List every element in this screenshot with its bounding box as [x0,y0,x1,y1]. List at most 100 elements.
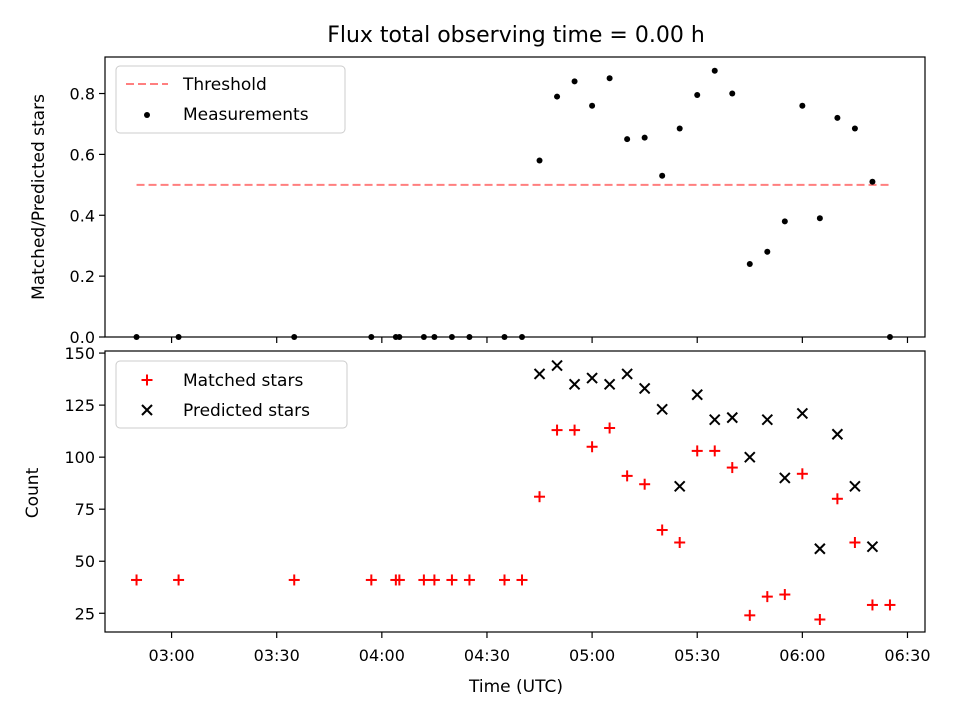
legend-measurements-swatch [144,112,150,118]
measurement-point [869,178,876,185]
measurement-point [536,157,543,164]
measurement-point [746,260,753,267]
cross-b [568,378,581,391]
matched-star-point [131,574,143,586]
bottom-x-tick-label: 04:00 [359,646,405,665]
top-y-tick-label: 0.6 [70,145,95,164]
predicted-star-point [761,413,774,426]
predicted-star-point [586,372,598,384]
matched-star-point [393,574,405,586]
legend-predicted-swatch [141,404,153,416]
cross-b [866,540,879,553]
predicted-star-point [551,359,563,372]
bottom-y-tick-label: 50 [75,552,95,571]
bottom-x-tick-label: 05:00 [569,646,615,665]
matched-star-point [463,574,475,586]
cross-b [709,413,721,426]
matched-star-point [866,599,878,611]
measurement-point [764,248,771,255]
top-y-tick-label: 0.2 [70,267,95,286]
top-y-tick-label: 0.0 [70,328,95,347]
legend-matched-swatch [141,374,153,386]
measurement-point [851,125,858,132]
matched-star-point [726,462,738,474]
legend-threshold-label: Threshold [182,75,267,95]
measurement-point [676,125,683,132]
matched-star-point [656,524,668,536]
matched-star-point [761,591,773,603]
bottom-x-tick-label: 06:00 [779,646,825,665]
matched-star-point [744,609,756,621]
matched-star-point [534,491,546,503]
matched-star-point [516,574,528,586]
matched-star-point [674,536,686,548]
bottom-plot-frame [104,350,926,633]
bottom-y-tick-label: 150 [64,344,95,363]
matched-star-point [884,599,896,611]
cross-b [849,480,861,493]
bottom-y-tick-label: 25 [75,604,95,623]
matched-star-point [849,536,861,548]
matched-star-point [831,493,843,505]
cross-b [141,404,153,416]
measurement-point [641,134,648,141]
cross-b [779,472,791,484]
predicted-star-point [656,403,668,415]
measurement-point [624,136,631,143]
predicted-star-point [849,480,861,493]
measurement-point [729,90,736,97]
measurement-point [816,215,823,222]
cross-b [814,543,826,555]
cross-b [796,407,809,420]
cross-b [586,372,598,384]
legend-measurements-label: Measurements [183,105,309,125]
chart-title: Flux total observing time = 0.00 h [327,23,705,48]
measurement-point [834,114,841,121]
bottom-y-tick-label: 75 [75,500,95,519]
cross-b [744,451,756,463]
cross-b [726,411,738,424]
measurement-point [659,172,666,179]
matched-star-point [446,574,458,586]
predicted-star-point [568,378,581,391]
predicted-star-point [726,411,738,424]
matched-star-point [691,445,703,457]
measurement-point [589,102,596,109]
predicted-star-point [744,451,756,463]
x-axis-label: Time (UTC) [468,677,563,697]
bottom-y-tick-label: 125 [64,396,95,415]
bottom-x-tick-label: 03:00 [149,646,195,665]
top-plot-frame [104,56,926,338]
measurement-point [781,218,788,225]
bottom-y-tick-label: 100 [64,448,95,467]
top-y-axis-label: Matched/Predicted stars [29,94,49,300]
cross-b [551,359,563,372]
matched-star-point [796,468,808,480]
matched-star-point [288,574,300,586]
matched-star-point [498,574,510,586]
bottom-plot: 25 50 75 100 125 150 03:00 03:30 04:00 04:30 05:00… [64,344,930,665]
bottom-x-tick-label: 03:30 [254,646,300,665]
matched-star-point [604,422,616,434]
matched-star-point [814,614,826,626]
bottom-legend-box [115,360,348,429]
predicted-star-point [709,413,721,426]
cross-b [831,428,844,440]
matched-star-point [639,478,651,490]
bottom-x-tick-label: 05:30 [674,646,720,665]
top-y-tick-label: 0.8 [70,85,95,104]
matched-star-point [569,424,581,436]
top-legend-box [115,65,346,134]
legend-predicted-label: Predicted stars [183,401,310,421]
bottom-x-tick-label: 04:30 [464,646,510,665]
cross-b [691,389,703,401]
matched-star-point [709,445,721,457]
predicted-star-point [814,543,826,555]
matched-star-point [173,574,185,586]
cross-b [638,382,651,395]
legend-matched-label: Matched stars [183,371,303,391]
predicted-star-point [831,428,844,440]
cross-b [621,368,633,380]
cross-b [603,378,616,391]
